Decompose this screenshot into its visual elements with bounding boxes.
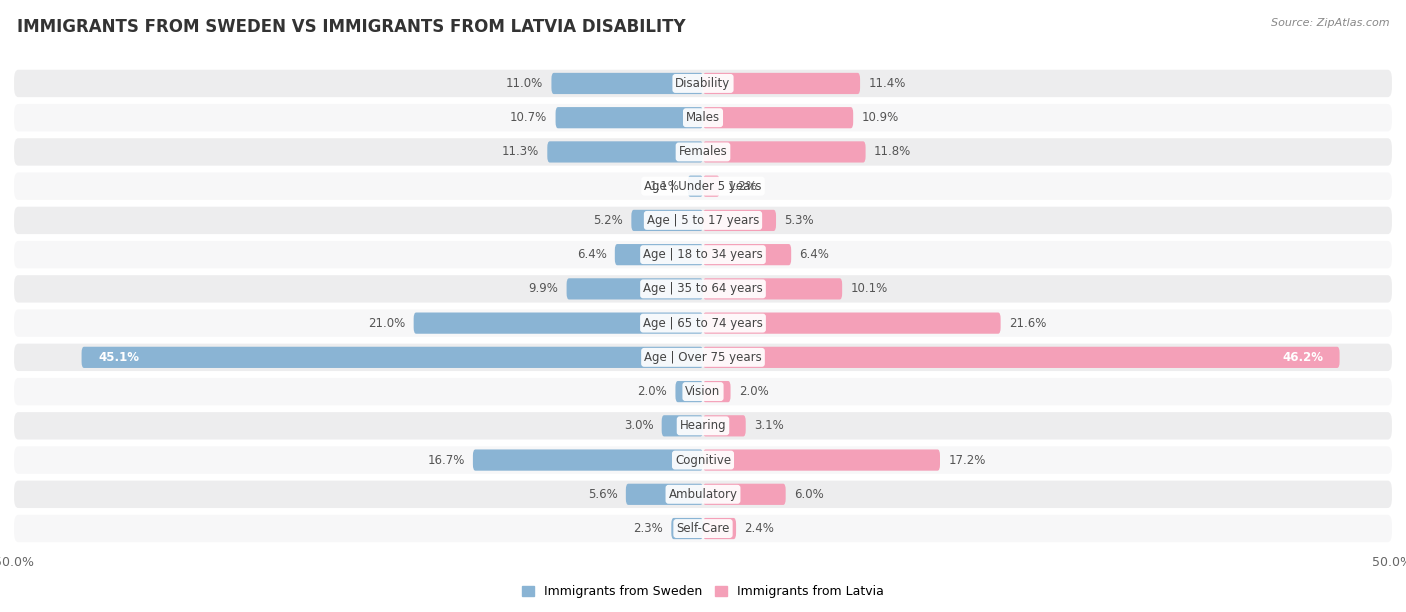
FancyBboxPatch shape <box>703 381 731 402</box>
FancyBboxPatch shape <box>671 518 703 539</box>
Text: Self-Care: Self-Care <box>676 522 730 535</box>
Text: Hearing: Hearing <box>679 419 727 432</box>
Text: 3.1%: 3.1% <box>754 419 783 432</box>
Text: 16.7%: 16.7% <box>427 453 464 466</box>
FancyBboxPatch shape <box>703 313 1001 334</box>
Text: 11.4%: 11.4% <box>869 77 905 90</box>
Text: 17.2%: 17.2% <box>948 453 986 466</box>
FancyBboxPatch shape <box>703 518 737 539</box>
FancyBboxPatch shape <box>703 210 776 231</box>
Text: Vision: Vision <box>685 385 721 398</box>
Text: Ambulatory: Ambulatory <box>668 488 738 501</box>
FancyBboxPatch shape <box>703 73 860 94</box>
Text: 10.9%: 10.9% <box>862 111 898 124</box>
Text: 2.3%: 2.3% <box>633 522 664 535</box>
Text: Age | Under 5 years: Age | Under 5 years <box>644 180 762 193</box>
FancyBboxPatch shape <box>662 415 703 436</box>
FancyBboxPatch shape <box>14 515 1392 542</box>
FancyBboxPatch shape <box>703 176 720 197</box>
Text: Males: Males <box>686 111 720 124</box>
Text: Age | 18 to 34 years: Age | 18 to 34 years <box>643 248 763 261</box>
Text: 10.1%: 10.1% <box>851 282 887 296</box>
FancyBboxPatch shape <box>567 278 703 299</box>
Text: 10.7%: 10.7% <box>510 111 547 124</box>
Text: 21.0%: 21.0% <box>368 316 405 330</box>
FancyBboxPatch shape <box>626 483 703 505</box>
FancyBboxPatch shape <box>631 210 703 231</box>
Text: 6.4%: 6.4% <box>576 248 606 261</box>
FancyBboxPatch shape <box>555 107 703 129</box>
FancyBboxPatch shape <box>703 449 941 471</box>
Text: 1.2%: 1.2% <box>728 180 758 193</box>
Text: 11.3%: 11.3% <box>502 146 538 159</box>
Text: 6.0%: 6.0% <box>794 488 824 501</box>
Text: 5.3%: 5.3% <box>785 214 814 227</box>
FancyBboxPatch shape <box>413 313 703 334</box>
FancyBboxPatch shape <box>14 104 1392 132</box>
Text: 3.0%: 3.0% <box>624 419 654 432</box>
FancyBboxPatch shape <box>547 141 703 163</box>
Text: Disability: Disability <box>675 77 731 90</box>
Text: IMMIGRANTS FROM SWEDEN VS IMMIGRANTS FROM LATVIA DISABILITY: IMMIGRANTS FROM SWEDEN VS IMMIGRANTS FRO… <box>17 18 686 36</box>
FancyBboxPatch shape <box>14 412 1392 439</box>
FancyBboxPatch shape <box>688 176 703 197</box>
FancyBboxPatch shape <box>703 141 866 163</box>
FancyBboxPatch shape <box>703 415 745 436</box>
FancyBboxPatch shape <box>82 347 703 368</box>
Text: 5.2%: 5.2% <box>593 214 623 227</box>
Legend: Immigrants from Sweden, Immigrants from Latvia: Immigrants from Sweden, Immigrants from … <box>516 580 890 603</box>
FancyBboxPatch shape <box>703 278 842 299</box>
Text: Age | Over 75 years: Age | Over 75 years <box>644 351 762 364</box>
Text: 21.6%: 21.6% <box>1010 316 1046 330</box>
FancyBboxPatch shape <box>14 446 1392 474</box>
Text: 11.0%: 11.0% <box>506 77 543 90</box>
Text: 9.9%: 9.9% <box>529 282 558 296</box>
FancyBboxPatch shape <box>14 207 1392 234</box>
Text: 46.2%: 46.2% <box>1282 351 1323 364</box>
Text: Females: Females <box>679 146 727 159</box>
Text: Age | 5 to 17 years: Age | 5 to 17 years <box>647 214 759 227</box>
FancyBboxPatch shape <box>703 483 786 505</box>
Text: 2.0%: 2.0% <box>637 385 668 398</box>
FancyBboxPatch shape <box>14 138 1392 166</box>
FancyBboxPatch shape <box>14 378 1392 405</box>
Text: Age | 65 to 74 years: Age | 65 to 74 years <box>643 316 763 330</box>
FancyBboxPatch shape <box>703 244 792 265</box>
FancyBboxPatch shape <box>14 480 1392 508</box>
Text: 5.6%: 5.6% <box>588 488 617 501</box>
Text: 11.8%: 11.8% <box>875 146 911 159</box>
FancyBboxPatch shape <box>14 173 1392 200</box>
Text: 6.4%: 6.4% <box>800 248 830 261</box>
Text: Cognitive: Cognitive <box>675 453 731 466</box>
FancyBboxPatch shape <box>675 381 703 402</box>
Text: Age | 35 to 64 years: Age | 35 to 64 years <box>643 282 763 296</box>
FancyBboxPatch shape <box>472 449 703 471</box>
FancyBboxPatch shape <box>14 275 1392 302</box>
FancyBboxPatch shape <box>14 344 1392 371</box>
Text: 45.1%: 45.1% <box>98 351 139 364</box>
FancyBboxPatch shape <box>703 347 1340 368</box>
Text: Source: ZipAtlas.com: Source: ZipAtlas.com <box>1271 18 1389 28</box>
FancyBboxPatch shape <box>551 73 703 94</box>
FancyBboxPatch shape <box>14 70 1392 97</box>
Text: 2.0%: 2.0% <box>738 385 769 398</box>
Text: 1.1%: 1.1% <box>650 180 679 193</box>
FancyBboxPatch shape <box>14 241 1392 268</box>
FancyBboxPatch shape <box>14 310 1392 337</box>
FancyBboxPatch shape <box>703 107 853 129</box>
Text: 2.4%: 2.4% <box>744 522 775 535</box>
FancyBboxPatch shape <box>614 244 703 265</box>
